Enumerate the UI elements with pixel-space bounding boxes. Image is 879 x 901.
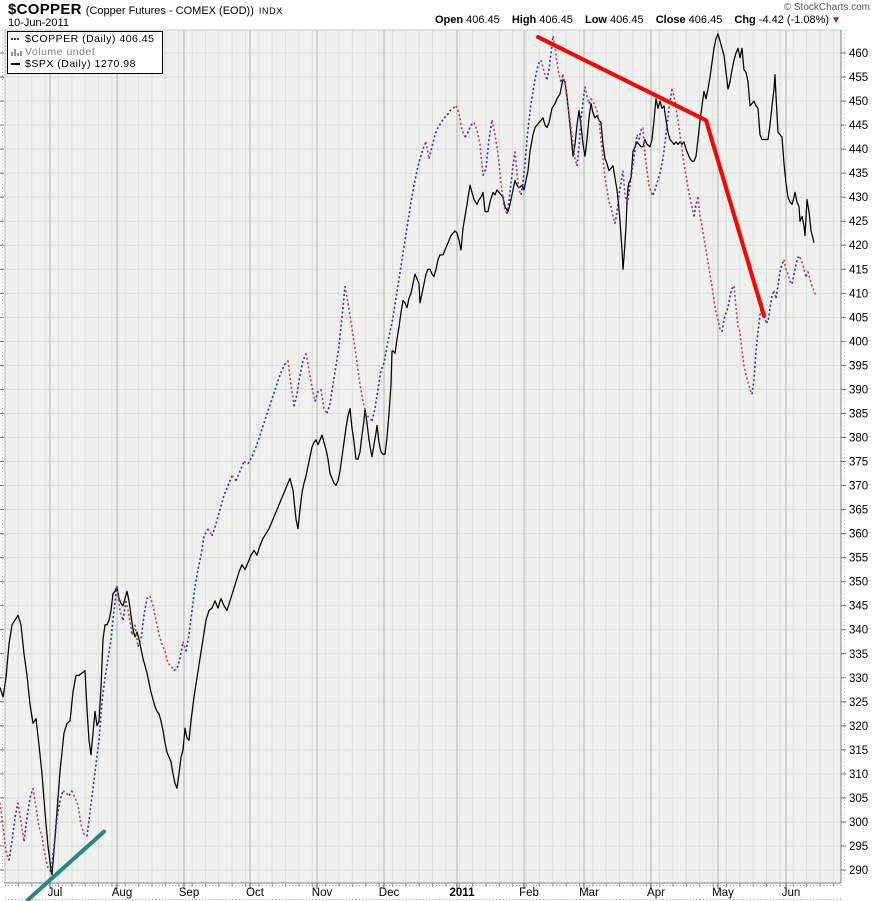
legend-volume-row: Volume undef	[11, 46, 154, 59]
svg-text:445: 445	[849, 120, 868, 132]
svg-text:440: 440	[849, 144, 868, 156]
svg-text:Sep: Sep	[179, 887, 199, 899]
copyright-text: © StockCharts.com	[783, 2, 870, 13]
chart-date: 10-Jun-2011	[8, 17, 69, 29]
quote-row: Open 406.45 High 406.45 Low 406.45 Close 406…	[426, 14, 841, 26]
svg-text:300: 300	[849, 817, 868, 829]
legend-copper-row: $COPPER (Daily) 406.45	[11, 33, 154, 46]
svg-text:385: 385	[849, 408, 868, 420]
chg-label: Chg	[734, 14, 756, 26]
high-value: 406.45	[539, 14, 573, 26]
exchange-tag: INDX	[258, 6, 283, 16]
volume-bars-icon	[11, 48, 23, 56]
horizontal-gridlines	[5, 52, 841, 871]
svg-text:430: 430	[849, 192, 868, 204]
svg-text:400: 400	[849, 336, 868, 348]
svg-text:360: 360	[849, 529, 868, 541]
svg-text:410: 410	[849, 288, 868, 300]
open-value: 406.45	[466, 14, 500, 26]
svg-text:Nov: Nov	[312, 887, 333, 899]
low-value: 406.45	[609, 14, 644, 26]
svg-text:325: 325	[849, 697, 868, 709]
month-gridlines	[49, 30, 787, 883]
svg-text:455: 455	[849, 72, 868, 84]
svg-text:335: 335	[849, 649, 868, 661]
x-axis-labels: Jul Aug Sep Oct Nov Dec 2011 Feb Mar Apr May Jun	[48, 887, 801, 899]
spx-legend-label: $SPX (Daily) 1270.98	[25, 58, 136, 70]
svg-text:310: 310	[849, 769, 868, 781]
svg-text:May: May	[712, 887, 734, 899]
red-trendline-annotation	[536, 35, 766, 318]
svg-text:Aug: Aug	[112, 887, 132, 899]
svg-text:350: 350	[849, 577, 868, 589]
spx-line-marker-icon	[11, 58, 25, 71]
svg-text:315: 315	[849, 745, 868, 757]
axis-ticks	[2, 30, 845, 900]
svg-text:450: 450	[849, 96, 868, 108]
svg-text:Feb: Feb	[519, 887, 539, 899]
svg-text:425: 425	[849, 216, 868, 228]
copper-legend-label: $COPPER (Daily) 406.45	[25, 33, 155, 45]
svg-text:290: 290	[849, 865, 868, 877]
svg-text:460: 460	[849, 48, 868, 60]
svg-text:Dec: Dec	[379, 887, 400, 899]
svg-text:305: 305	[849, 793, 868, 805]
svg-text:Mar: Mar	[579, 887, 599, 899]
high-label: High	[511, 14, 537, 26]
svg-text:370: 370	[849, 481, 868, 493]
svg-text:420: 420	[849, 240, 868, 252]
y-axis-labels: 290 295 300 305 310 315 320 325 330 335 340 345 350 3…	[0, 48, 868, 877]
teal-trendline-annotation	[26, 829, 106, 901]
volume-legend-label: Volume undef	[25, 45, 96, 58]
open-label: Open	[434, 14, 464, 26]
symbol-description: (Copper Futures - COMEX (EOD))	[85, 5, 254, 17]
svg-text:390: 390	[849, 384, 868, 396]
legend-box: $COPPER (Daily) 406.45 Volume undef $SPX…	[7, 31, 164, 74]
svg-text:Jul: Jul	[48, 887, 63, 899]
svg-text:320: 320	[849, 721, 868, 733]
weekly-gridlines	[17, 30, 834, 883]
legend-spx-row: $SPX (Daily) 1270.98	[11, 58, 154, 71]
header-title-row: $COPPER (Copper Futures - COMEX (EOD)) IND…	[8, 1, 283, 19]
svg-text:395: 395	[849, 360, 868, 372]
svg-text:Oct: Oct	[246, 887, 265, 899]
svg-text:435: 435	[849, 168, 868, 180]
triangle-down-icon: ▼	[831, 15, 841, 26]
svg-text:2011: 2011	[450, 887, 476, 899]
svg-text:405: 405	[849, 312, 868, 324]
svg-text:380: 380	[849, 432, 868, 444]
spx-price-line	[0, 33, 815, 876]
chg-value: -4.42 (-1.08%)	[758, 14, 830, 26]
svg-text:345: 345	[849, 601, 868, 613]
svg-text:375: 375	[849, 457, 868, 469]
svg-text:295: 295	[849, 841, 868, 853]
symbol-title: $COPPER	[8, 1, 82, 18]
svg-text:355: 355	[849, 553, 868, 565]
svg-text:415: 415	[849, 264, 868, 276]
svg-text:365: 365	[849, 505, 868, 517]
close-label: Close	[655, 14, 686, 26]
copper-dotted-marker-icon	[11, 33, 25, 46]
low-label: Low	[584, 14, 607, 26]
svg-text:Apr: Apr	[647, 887, 665, 899]
svg-text:340: 340	[849, 625, 868, 637]
svg-text:Jun: Jun	[782, 887, 801, 899]
close-value: 406.45	[688, 14, 723, 26]
svg-text:330: 330	[849, 673, 868, 685]
copper-price-line	[0, 36, 817, 873]
